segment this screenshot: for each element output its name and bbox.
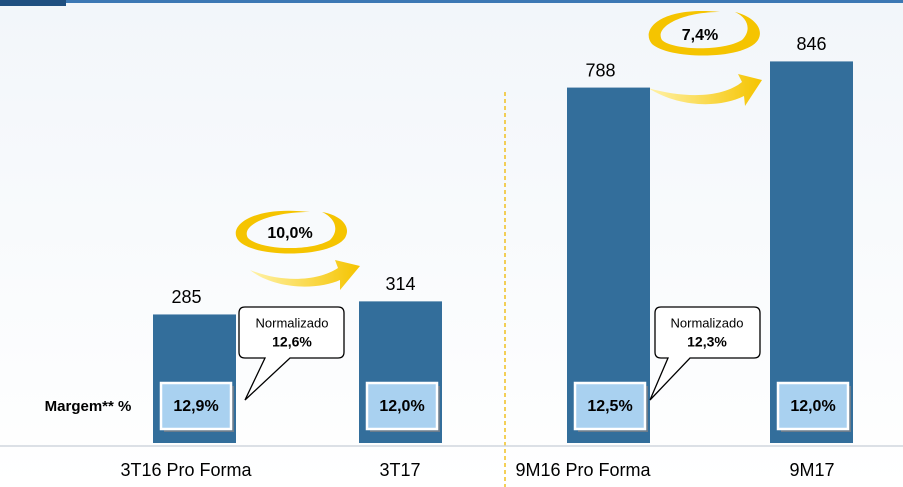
value-label: 285: [171, 287, 201, 307]
margin-value: 12,0%: [379, 398, 424, 415]
x-tick-label: 9M16 Pro Forma: [515, 460, 651, 480]
value-label: 788: [585, 60, 615, 80]
margin-box: [159, 381, 233, 431]
bar: [770, 61, 853, 443]
margin-label: Margem** %: [45, 398, 132, 415]
growth-label: 7,4%: [682, 27, 718, 44]
margin-value: 12,5%: [587, 398, 632, 415]
margin-box: [776, 381, 850, 431]
x-tick-label: 3T17: [379, 460, 420, 480]
callout-title: Normalizado: [256, 315, 329, 330]
callout: [649, 306, 761, 401]
margin-value: 12,0%: [790, 398, 835, 415]
growth-arrow: [648, 11, 762, 106]
growth-label: 10,0%: [267, 225, 312, 242]
value-label: 314: [385, 274, 415, 294]
growth-arrow: [235, 210, 360, 290]
callout-value: 12,6%: [272, 334, 312, 350]
callout-value: 12,3%: [687, 334, 727, 350]
x-tick-label: 3T16 Pro Forma: [120, 460, 252, 480]
margin-box: [365, 381, 439, 431]
callout: [238, 306, 345, 401]
top-rule: [0, 0, 903, 3]
value-label: 846: [796, 34, 826, 54]
callout-title: Normalizado: [671, 315, 744, 330]
margin-box: [573, 381, 647, 431]
margin-value: 12,9%: [173, 398, 218, 415]
x-tick-label: 9M17: [789, 460, 834, 480]
top-rule-accent: [0, 0, 66, 6]
